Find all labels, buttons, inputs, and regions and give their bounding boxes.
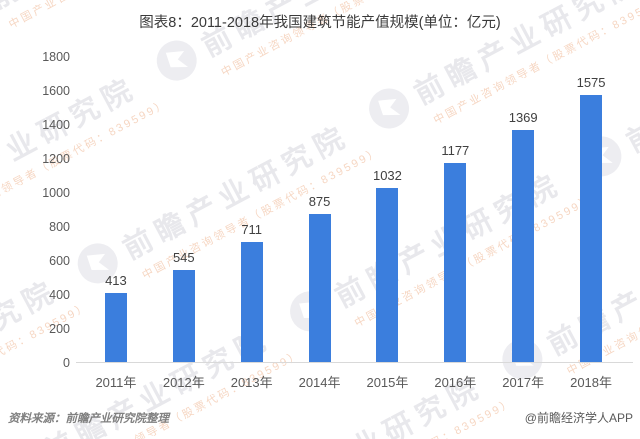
y-axis-tick-label: 1200	[42, 152, 70, 166]
bar-value-label: 545	[172, 250, 195, 266]
x-axis-label: 2013年	[230, 375, 273, 390]
x-axis-label: 2011年	[95, 375, 137, 390]
bar	[104, 292, 127, 363]
bar	[512, 130, 535, 363]
bar-group: 545 2012年	[150, 57, 218, 390]
bar-value-label: 1575	[576, 75, 606, 91]
bar	[308, 214, 331, 363]
bar-group: 1032 2015年	[354, 57, 422, 390]
y-axis-tick-label: 200	[49, 322, 70, 336]
x-axis-label: 2012年	[162, 375, 205, 390]
watermark-sub-text: 中国产业咨询领导者（股票代码：839599）	[272, 394, 516, 439]
x-axis-label: 2016年	[434, 375, 477, 390]
bar-value-label: 875	[308, 194, 331, 210]
x-axis-line	[76, 362, 633, 363]
bar-value-label: 413	[105, 272, 127, 288]
x-axis-label: 2014年	[298, 375, 341, 390]
bar-value-label: 1369	[508, 110, 538, 126]
y-axis-tick-label: 1800	[42, 50, 70, 64]
bar	[580, 95, 603, 363]
bar	[444, 162, 467, 363]
bar-value-label: 1177	[441, 142, 470, 158]
y-axis-tick-label: 1000	[42, 186, 70, 200]
bar-group: 711 2013年	[218, 57, 286, 390]
source-note: 资料来源：前瞻产业研究院整理	[8, 413, 169, 425]
bar-group: 875 2014年	[286, 57, 354, 390]
bar-group: 413 2011年	[82, 57, 150, 390]
y-axis-tick-label: 1600	[42, 84, 70, 98]
y-axis-tick-label: 600	[49, 254, 70, 268]
plot-area: 0 200 400 600 800 1000 1200 1400 1600 1800 413 201…	[42, 50, 633, 390]
bar-group: 1575 2018年	[557, 57, 625, 390]
bar-series: 413 2011年 545 2012年 711 2013年 875 2014年 1032 2015…	[82, 57, 625, 390]
bar-value-label: 1032	[372, 167, 402, 183]
y-axis-tick-label: 400	[49, 288, 70, 302]
watermark-brand-text: 前瞻产业研究院	[193, 0, 435, 65]
bar-group: 1369 2017年	[489, 57, 557, 390]
bar	[240, 242, 263, 363]
credit-note: @前瞻经济学人APP	[524, 411, 633, 425]
y-axis-tick-label: 800	[49, 220, 70, 234]
x-axis-label: 2015年	[366, 375, 409, 390]
bar	[172, 270, 195, 363]
x-axis-label: 2017年	[502, 375, 545, 390]
y-axis-tick-label: 0	[63, 356, 70, 370]
y-axis-tick-label: 1400	[42, 118, 70, 132]
bar	[376, 187, 399, 363]
bar-value-label: 711	[241, 222, 263, 238]
x-axis-label: 2018年	[570, 375, 613, 390]
bar-group: 1177 2016年	[421, 57, 489, 390]
chart-title: 图表8：2011-2018年我国建筑节能产值规模(单位：亿元)	[139, 15, 501, 31]
